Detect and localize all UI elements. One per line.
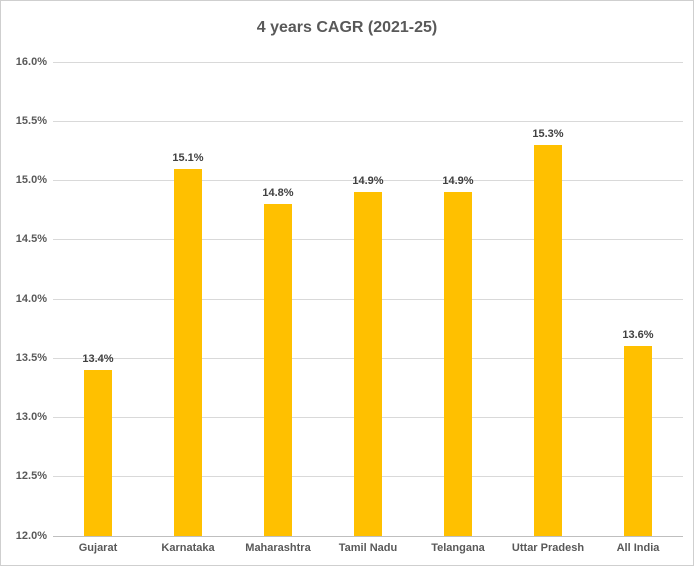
y-axis-tick-label: 12.5% <box>15 470 47 483</box>
y-axis-tick-label: 14.0% <box>15 292 47 305</box>
y-axis-tick-label: 16.0% <box>15 55 47 68</box>
y-gridline <box>53 180 683 181</box>
bar-karnataka <box>174 168 202 536</box>
bar-gujarat <box>84 370 112 536</box>
bar-data-label: 14.9% <box>442 175 474 188</box>
y-gridline <box>53 61 683 63</box>
x-axis-category-label: Karnataka <box>161 542 215 554</box>
x-axis-category-label: Telangana <box>431 542 485 554</box>
y-axis-tick-label: 13.5% <box>15 351 47 364</box>
bar-all-india <box>624 346 652 536</box>
y-axis-tick-label: 15.5% <box>15 114 47 127</box>
bar-data-label: 15.3% <box>532 127 564 140</box>
x-axis-line <box>53 535 683 537</box>
bar-tamil-nadu <box>354 192 382 536</box>
bar-data-label: 15.1% <box>172 151 204 164</box>
bar-telangana <box>444 192 472 536</box>
bar-uttar-pradesh <box>534 144 562 536</box>
x-axis-category-label: Tamil Nadu <box>338 542 398 554</box>
x-axis-category-label: Gujarat <box>78 542 118 554</box>
x-axis-category-label: Maharashtra <box>245 542 311 554</box>
y-axis-tick-label: 12.0% <box>15 529 47 542</box>
bar-data-label: 13.6% <box>622 329 654 342</box>
chart-title: 4 years CAGR (2021-25) <box>256 19 438 36</box>
bar-maharashtra <box>264 204 292 536</box>
y-axis-tick-label: 15.0% <box>15 174 47 186</box>
x-axis-category-label: Uttar Pradesh <box>511 542 585 554</box>
x-axis-category-label: All India <box>616 542 660 554</box>
y-axis-tick-label: 14.5% <box>15 233 47 246</box>
y-axis-tick-label: 13.0% <box>15 411 47 423</box>
bar-data-label: 13.4% <box>82 353 114 366</box>
bar-data-label: 14.9% <box>352 175 384 188</box>
y-gridline <box>53 120 683 122</box>
bar-data-label: 14.8% <box>262 187 294 200</box>
